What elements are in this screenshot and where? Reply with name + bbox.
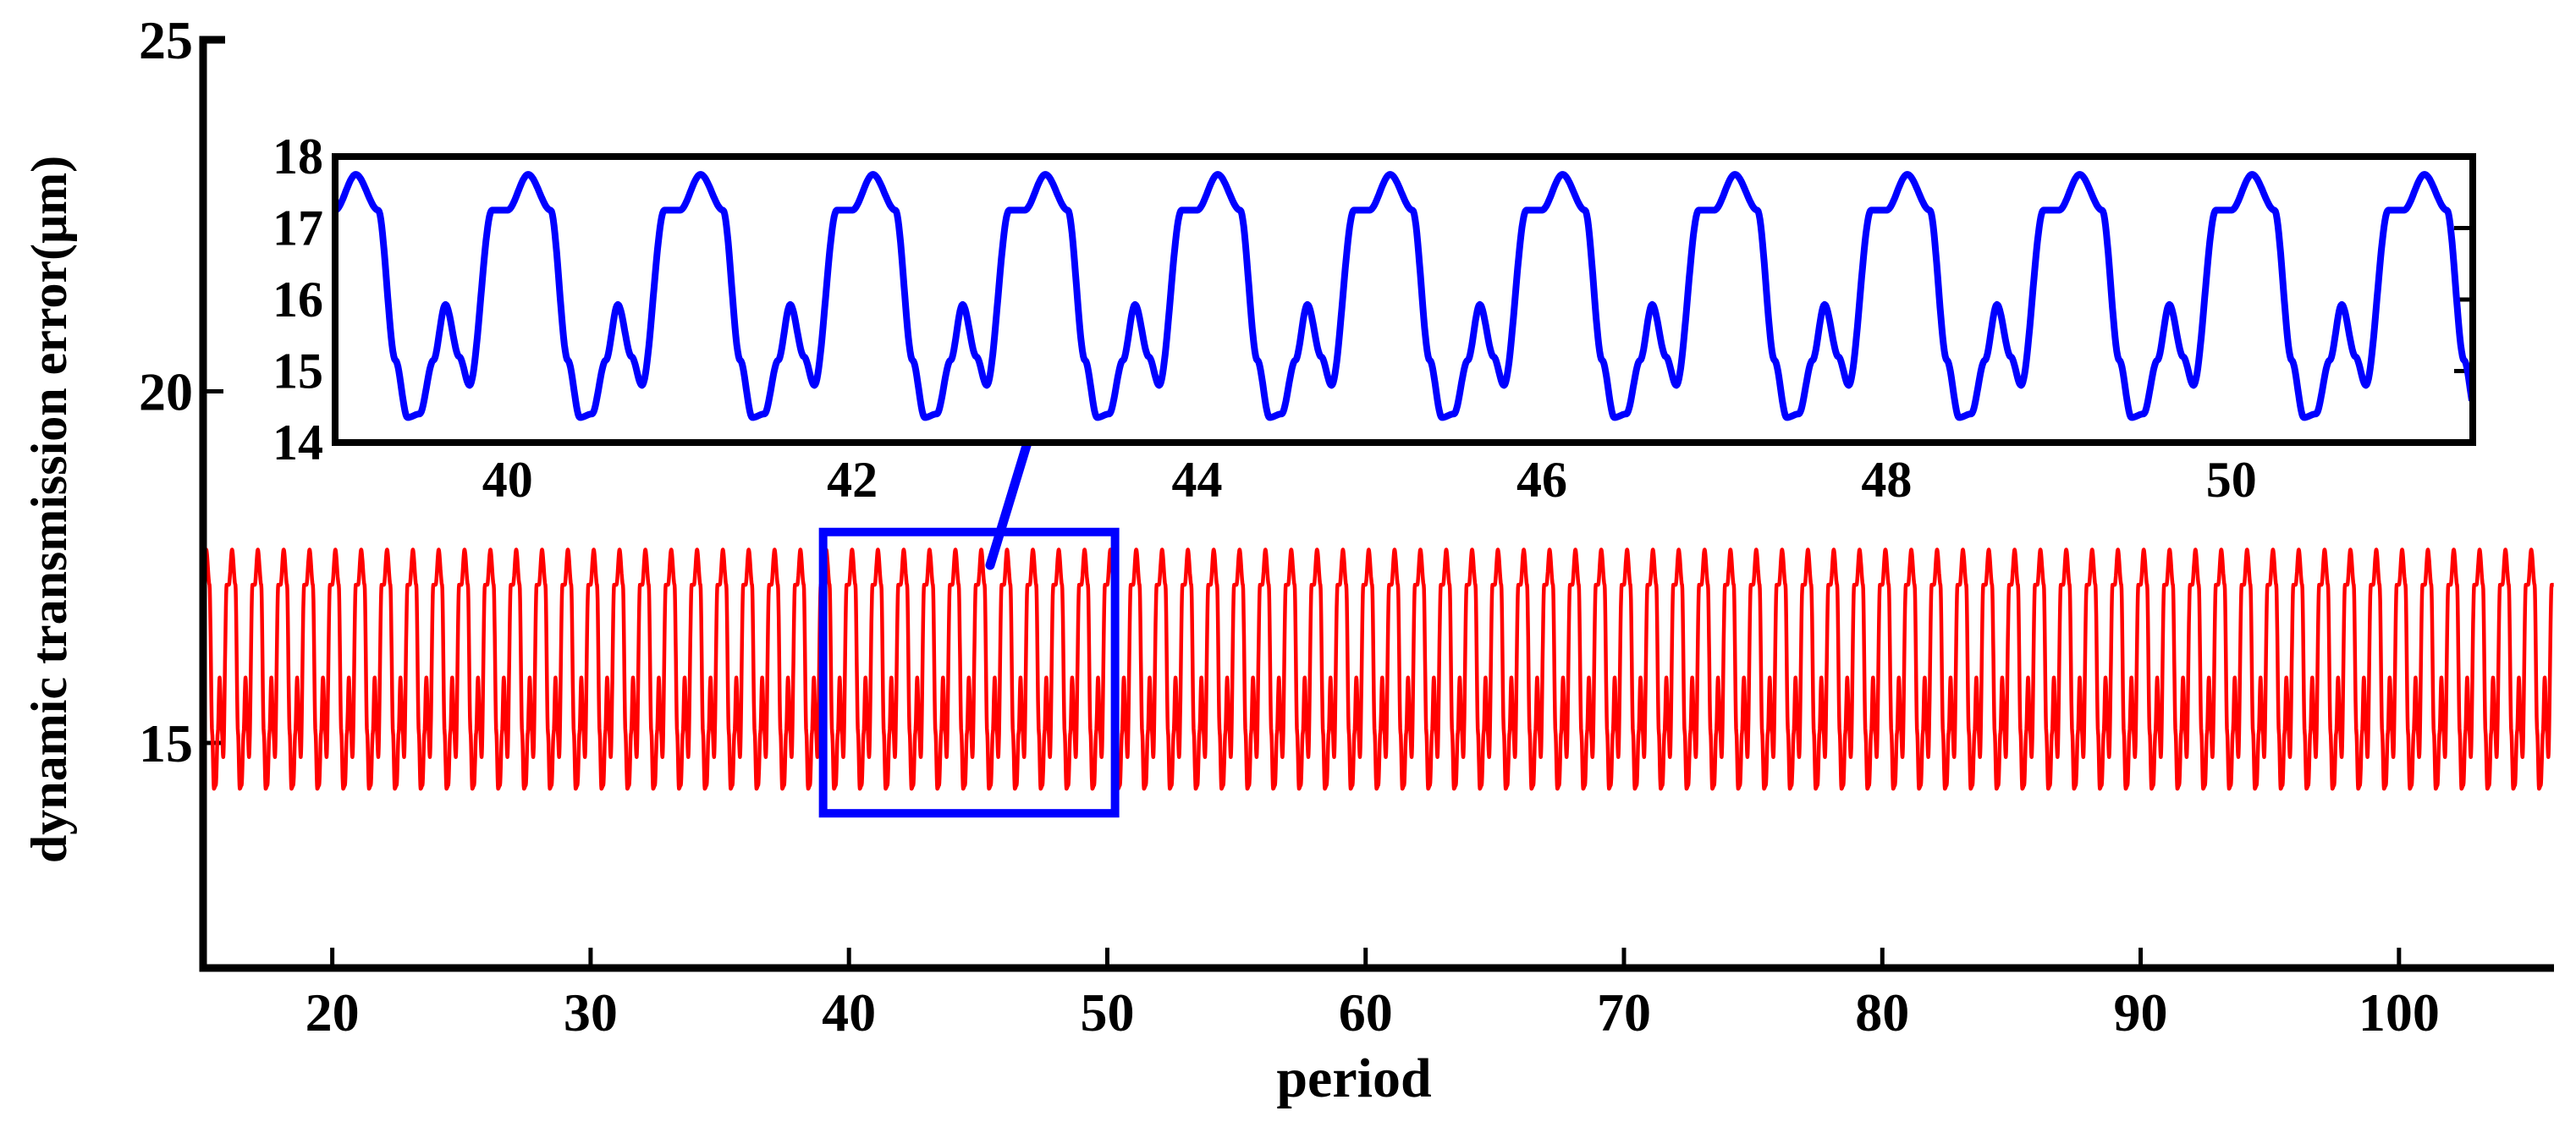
inset-x-tick-label: 46 xyxy=(1516,452,1567,508)
inset-x-ticks: 40 42 44 46 48 50 xyxy=(482,452,2257,508)
main-axes xyxy=(199,36,2554,972)
main-y-tick-label: 20 xyxy=(139,362,193,422)
main-y-tick-label: 15 xyxy=(139,713,193,773)
main-plot: 15 20 25 20 30 40 50 60 70 80 90 100 period dynami… xyxy=(21,10,2556,1109)
main-x-tick-label: 70 xyxy=(1597,982,1651,1042)
inset-x-tick-label: 48 xyxy=(1861,452,1912,508)
inset-y-tick-label: 14 xyxy=(272,415,323,470)
main-series-line xyxy=(201,547,2556,791)
main-y-tick-label: 25 xyxy=(139,10,193,70)
inset-y-tick-label: 18 xyxy=(272,129,323,184)
main-x-tick-label: 50 xyxy=(1080,982,1134,1042)
main-x-tick-label: 20 xyxy=(305,982,360,1042)
main-x-tick-label: 80 xyxy=(1855,982,1909,1042)
inset-plot: 14 15 16 17 18 40 42 44 46 48 50 xyxy=(272,129,2476,508)
inset-x-tick-label: 42 xyxy=(827,452,878,508)
main-x-tick-label: 40 xyxy=(822,982,876,1042)
main-x-tick-label: 90 xyxy=(2114,982,2168,1042)
main-x-tick-label: 30 xyxy=(564,982,618,1042)
x-axis-label: period xyxy=(1276,1048,1431,1109)
inset-series-line xyxy=(333,171,2475,421)
inset-y-tick-label: 17 xyxy=(272,201,323,256)
zoom-highlight-box xyxy=(818,527,1120,818)
main-x-ticks: 20 30 40 50 60 70 80 90 100 xyxy=(305,948,2440,1042)
inset-x-tick-label: 44 xyxy=(1172,452,1223,508)
inset-y-tick-label: 15 xyxy=(272,344,323,399)
main-x-tick-label: 100 xyxy=(2359,982,2440,1042)
main-x-tick-label: 60 xyxy=(1339,982,1393,1042)
inset-y-tick-label: 16 xyxy=(272,272,323,327)
main-y-ticks: 15 20 25 xyxy=(139,10,223,773)
inset-x-tick-label: 50 xyxy=(2206,452,2257,508)
inset-frame xyxy=(332,153,2476,446)
inset-x-tick-label: 40 xyxy=(482,452,533,508)
y-axis-label: dynamic transmission error(μm) xyxy=(21,156,77,863)
inset-y-ticks: 14 15 16 17 18 xyxy=(272,129,2473,470)
